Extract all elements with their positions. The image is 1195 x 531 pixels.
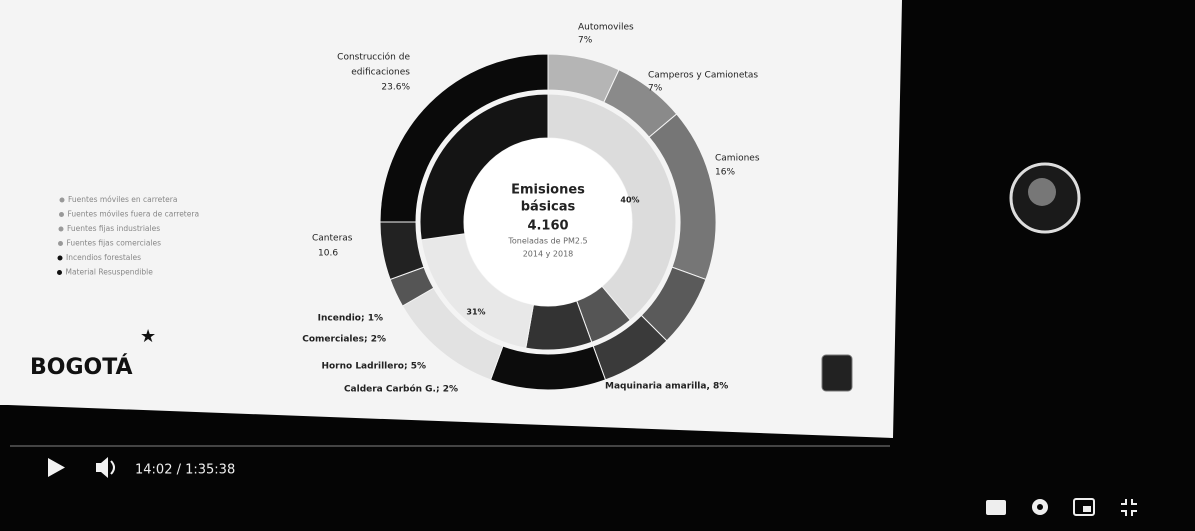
legend-label: Fuentes móviles fuera de carretera bbox=[68, 210, 200, 219]
segment-share: 10.6 bbox=[318, 249, 338, 259]
center-total: 4.160 bbox=[527, 219, 568, 234]
center-period: 2014 y 2018 bbox=[523, 250, 574, 259]
segment-share: 16% bbox=[715, 168, 735, 178]
segment-share: 7% bbox=[648, 84, 663, 94]
segment-label: Incendio; 1% bbox=[318, 314, 383, 324]
segment-label: Horno Ladrillero; 5% bbox=[321, 362, 426, 372]
legend: Fuentes móviles en carretera Fuentes móvi… bbox=[57, 195, 199, 277]
center-unit: Toneladas de PM2.5 bbox=[507, 237, 587, 246]
segment-label: Automoviles bbox=[578, 23, 634, 33]
segment-label: Canteras bbox=[312, 234, 353, 244]
miniplayer-icon bbox=[1083, 506, 1091, 512]
inner-label: 40% bbox=[620, 196, 639, 205]
legend-label: Fuentes móviles en carretera bbox=[68, 195, 177, 204]
segment-share: 23.6% bbox=[381, 83, 410, 93]
segment-share: 7% bbox=[578, 36, 593, 46]
segment-label: Caldera Carbón G.; 2% bbox=[344, 384, 458, 395]
segment-label: edificaciones bbox=[351, 68, 410, 78]
segment-label: Maquinaria amarilla, 8% bbox=[605, 382, 728, 392]
donut-hole bbox=[464, 138, 632, 306]
center-title: Emisiones bbox=[511, 183, 585, 198]
settings-hole bbox=[1037, 504, 1043, 510]
volume-wave bbox=[110, 460, 115, 475]
webcam-face bbox=[1028, 178, 1056, 206]
segment-label: Camperos y Camionetas bbox=[648, 71, 758, 81]
inner-label: 31% bbox=[466, 308, 485, 317]
segment-label: Camiones bbox=[715, 154, 760, 164]
exit-fullscreen-icon bbox=[1121, 499, 1137, 516]
legend-label: Fuentes fijas industriales bbox=[67, 224, 160, 233]
legend-label: Fuentes fijas comerciales bbox=[67, 239, 162, 248]
legend-marker bbox=[58, 226, 64, 232]
miniplayer-button[interactable] bbox=[1073, 498, 1095, 516]
segment-label: Construcción de bbox=[337, 52, 410, 63]
legend-marker bbox=[57, 270, 62, 275]
time-display: 14:02 / 1:35:38 bbox=[135, 463, 235, 478]
volume-icon bbox=[96, 457, 108, 478]
donut-chart bbox=[379, 53, 717, 391]
shield-logo bbox=[821, 354, 853, 392]
play-button[interactable] bbox=[48, 458, 65, 477]
legend-label: Material Resuspendible bbox=[66, 268, 154, 277]
segment-label: Comerciales; 2% bbox=[302, 335, 386, 345]
logo: BOGOTÁ bbox=[30, 354, 133, 380]
volume-button[interactable] bbox=[96, 457, 115, 478]
subtitles-button[interactable] bbox=[986, 500, 1006, 515]
legend-marker bbox=[57, 255, 63, 261]
legend-marker bbox=[58, 241, 63, 246]
logo-star: ★ bbox=[140, 326, 156, 347]
center-title: básicas bbox=[521, 200, 576, 215]
legend-marker bbox=[59, 212, 64, 217]
legend-marker bbox=[59, 197, 65, 203]
legend-label: Incendios forestales bbox=[66, 253, 141, 262]
outer-segment bbox=[379, 53, 549, 223]
exit-fullscreen-button[interactable] bbox=[1121, 499, 1137, 516]
